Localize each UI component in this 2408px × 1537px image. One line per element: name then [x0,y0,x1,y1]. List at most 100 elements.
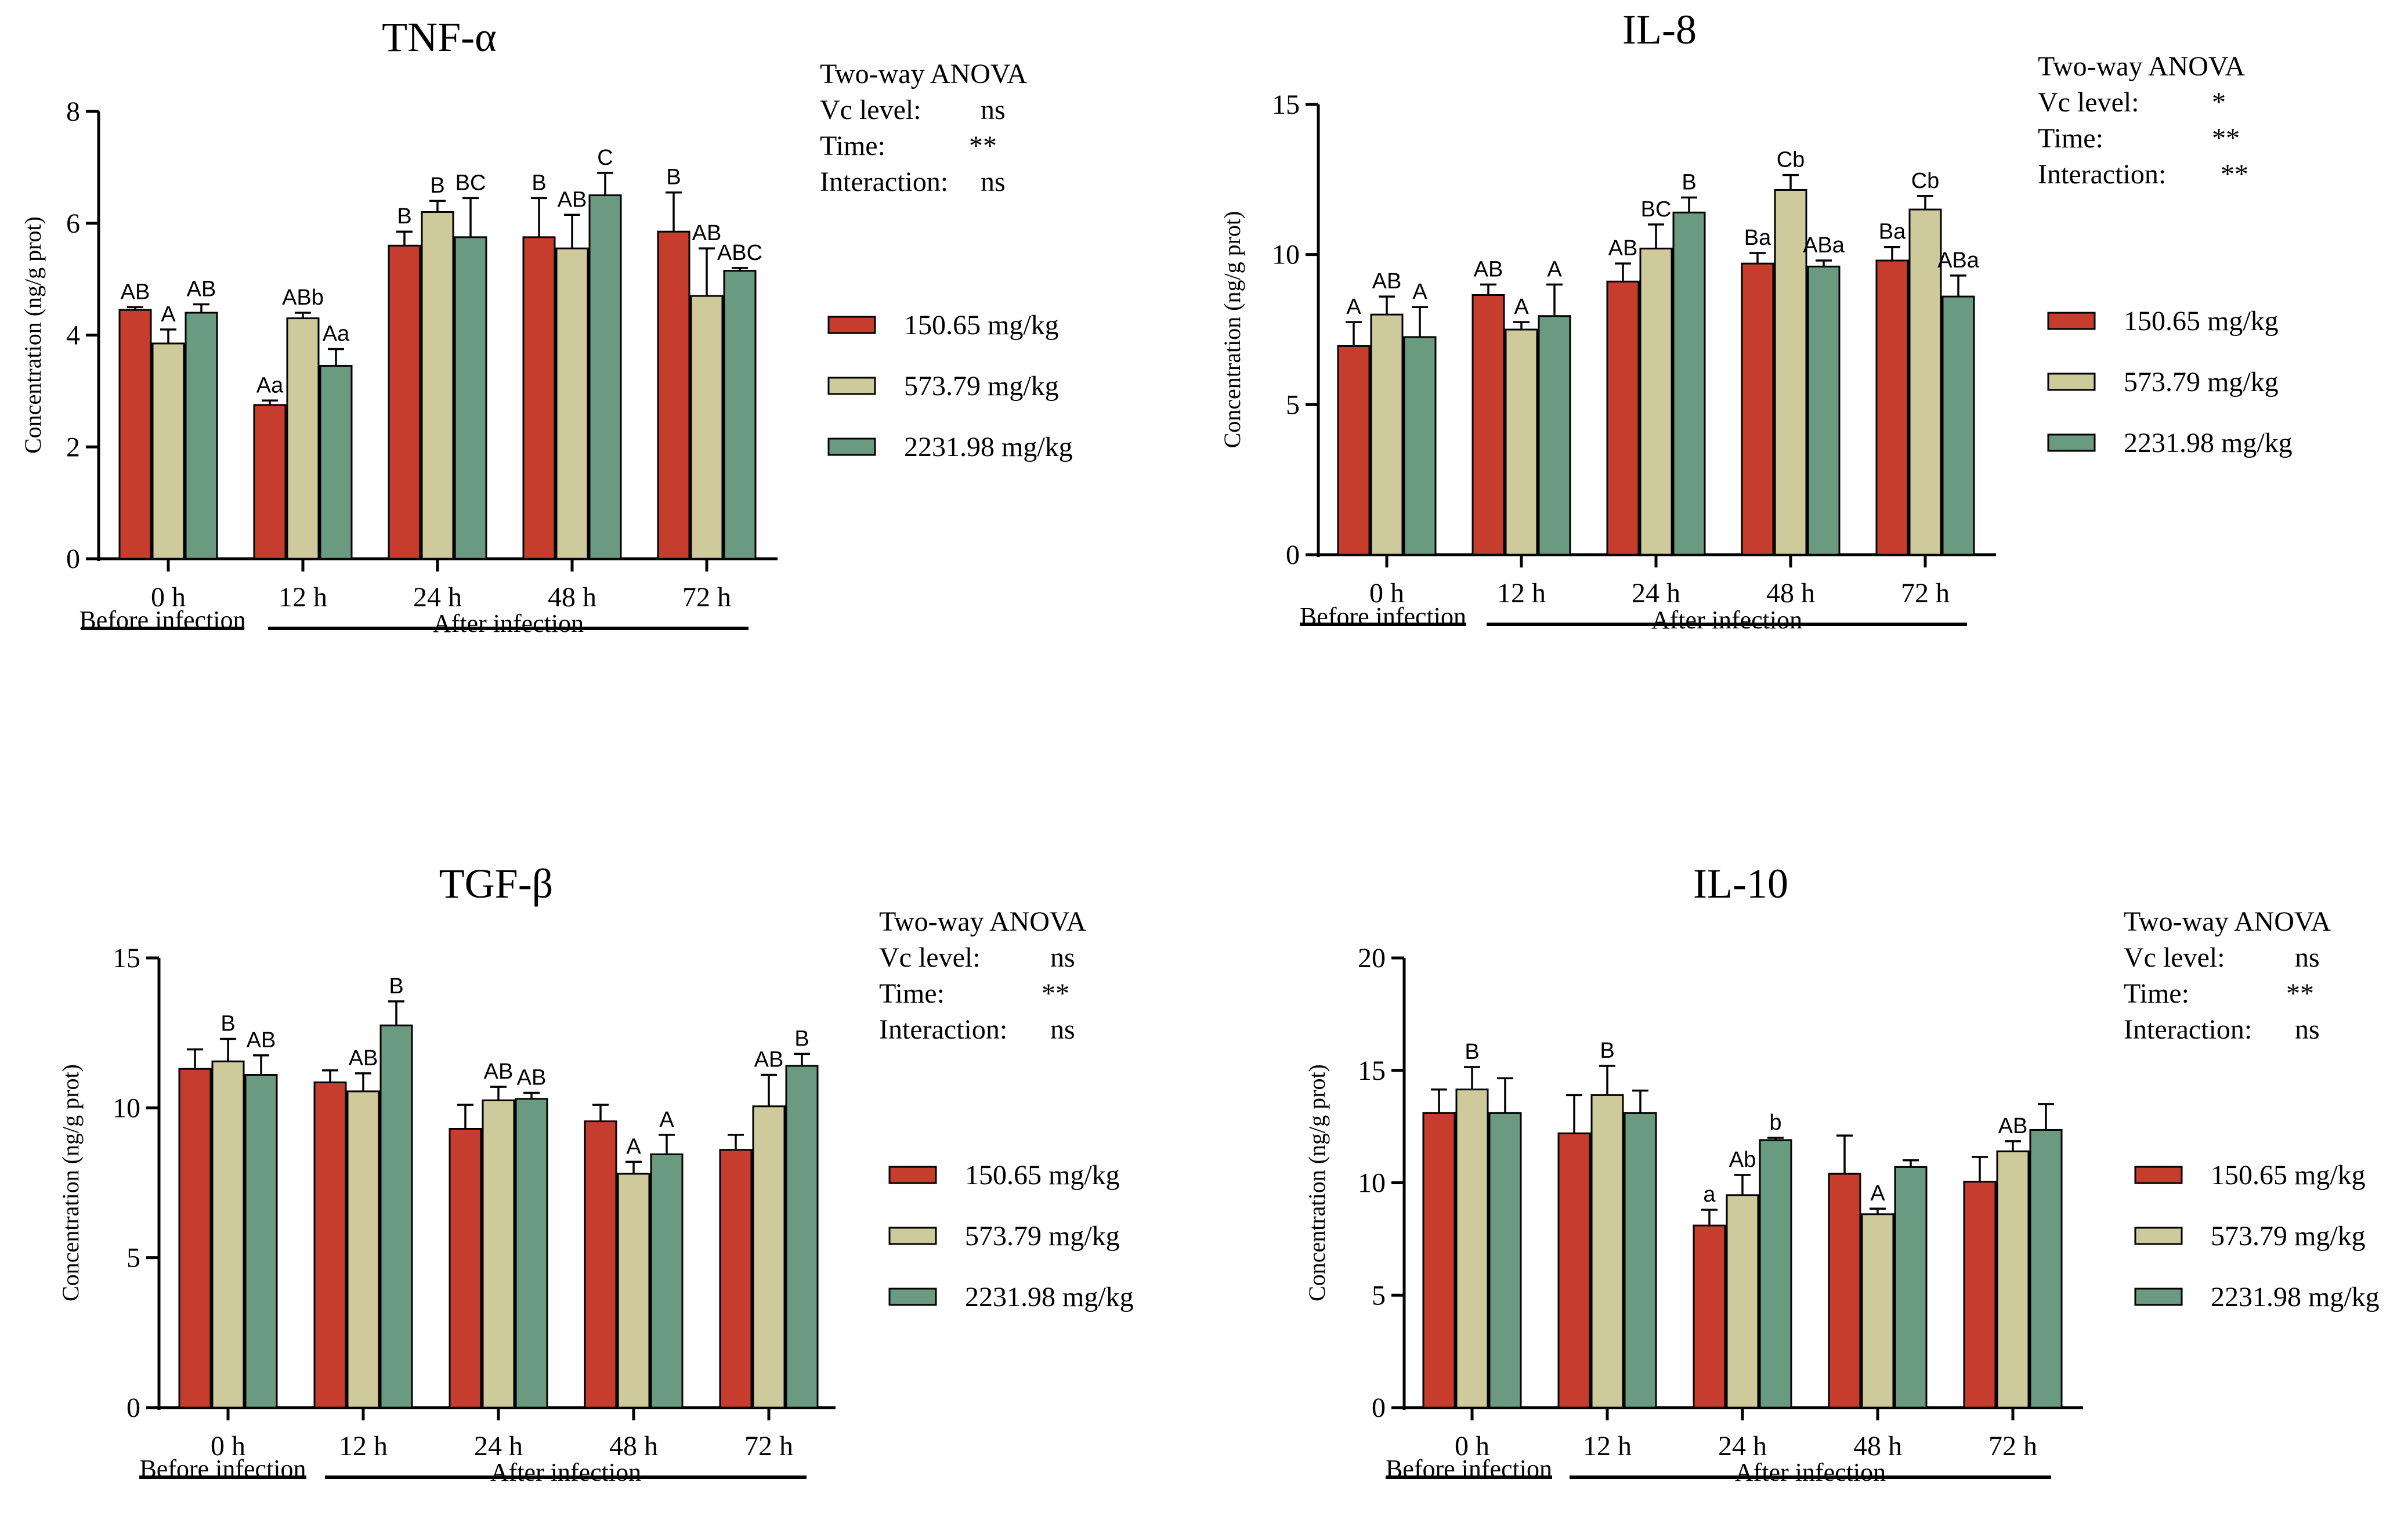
significance-label: AB [1608,236,1638,261]
significance-label: A [1547,257,1562,281]
bar [584,1120,617,1409]
significance-label: AB [558,187,587,212]
legend: 150.65 mg/kg 573.79 mg/kg 2231.98 mg/kg [2134,1160,2380,1312]
legend-swatch [888,1166,937,1184]
anova-row-value: ** [969,131,997,161]
x-tick-label: 0 h [1455,1431,1489,1462]
significance-label: B [430,173,444,198]
bar [1488,1112,1522,1409]
bar [1606,280,1640,556]
after-infection-label: After infection [1651,606,1802,634]
bar [1774,189,1807,556]
significance-label: ABC [717,241,762,265]
bar [1726,1194,1759,1409]
legend: 150.65 mg/kg 573.79 mg/kg 2231.98 mg/kg [827,310,1073,462]
y-tick-label: 0 [126,1393,140,1423]
legend-swatch [2134,1288,2183,1306]
significance-label: AB [1372,269,1402,294]
legend-label: 150.65 mg/kg [904,310,1059,341]
y-tick-label: 5 [1286,389,1300,420]
y-axis-label: Concentration (ng/g prot) [1219,211,1245,449]
legend: 150.65 mg/kg 573.79 mg/kg 2231.98 mg/kg [888,1160,1134,1312]
before-infection-label: Before infection [79,606,245,634]
legend-swatch [827,437,876,456]
legend-label: 150.65 mg/kg [965,1160,1120,1191]
bar [650,1153,684,1409]
bar [1370,313,1404,556]
significance-label: AB [247,1028,276,1053]
bar [185,312,218,560]
legend-label: 573.79 mg/kg [904,371,1059,402]
y-tick-label: 5 [1372,1280,1386,1311]
bar [617,1173,650,1409]
significance-label: Ab [1729,1148,1756,1172]
bar [454,236,487,560]
anova-block: Two-way ANOVA Vc level: ns Time: ** Interacti… [2124,906,2331,1045]
bar [1672,211,1706,556]
y-axis-label: Concentration (ng/g prot) [20,216,46,454]
before-infection-label: Before infection [1386,1455,1552,1483]
bar [286,317,320,560]
significance-label: C [597,146,613,170]
x-tick-label: 48 h [1766,578,1815,609]
bar [388,244,421,560]
after-infection-label: After infection [490,1458,641,1487]
anova-row-value: ns [2295,1014,2320,1045]
y-tick-label: 2 [66,432,80,462]
before-infection-label: Before infection [1300,602,1466,631]
bar [1471,294,1505,556]
bar [2029,1129,2063,1409]
legend-swatch [2047,373,2096,391]
significance-label: Cb [1777,148,1805,172]
anova-row-value: ns [1050,1014,1075,1045]
significance-label: a [1703,1182,1716,1207]
bar [1828,1173,1861,1409]
significance-label: ABa [1803,233,1845,258]
significance-label: A [1346,295,1361,319]
anova-row-value: ** [2221,159,2248,190]
anova-row-value: ns [2295,942,2320,973]
anova-row-label: Interaction: [879,1014,1007,1045]
significance-label: Ba [1879,220,1906,244]
y-tick-label: 6 [66,208,80,239]
bar [1996,1150,2030,1409]
x-tick-label: 48 h [609,1431,658,1462]
anova-heading: Two-way ANOVA [820,59,1027,89]
x-tick-label: 12 h [339,1431,388,1462]
bar [1941,295,1975,556]
x-tick-label: 72 h [744,1431,793,1462]
y-axis-label: Concentration (ng/g prot) [57,1064,84,1301]
chart-title: TNF-α [382,14,497,60]
legend-swatch [2134,1227,2183,1245]
legend-swatch [827,377,876,395]
significance-label: Cb [1911,169,1940,193]
bar [1875,259,1909,556]
x-tick-label: 0 h [1369,578,1404,609]
bar [1624,1112,1657,1409]
bar [1894,1166,1928,1409]
anova-row-label: Vc level: [820,95,921,125]
significance-label: ABb [282,285,324,310]
significance-label: B [220,1012,235,1036]
anova-block: Two-way ANOVA Vc level: ns Time: ** Interacti… [879,906,1086,1045]
chart-title: TGF-β [439,860,554,907]
y-tick-label: 15 [1272,89,1300,120]
after-infection-label: After infection [1735,1458,1886,1487]
bar [1590,1094,1624,1409]
significance-label: AB [121,280,150,304]
significance-label: A [626,1134,641,1159]
anova-row-label: Time: [2038,123,2103,154]
bar [118,309,152,560]
significance-label: A [1514,295,1529,319]
y-tick-label: 8 [66,96,80,127]
y-tick-label: 20 [1358,943,1386,974]
legend-swatch [888,1227,937,1245]
legend-swatch [2047,433,2096,452]
significance-label: AB [484,1059,514,1084]
bar [346,1090,380,1409]
legend-label: 573.79 mg/kg [2124,367,2279,397]
bar [178,1068,212,1409]
y-tick-label: 10 [1358,1168,1386,1199]
bar [785,1065,819,1409]
